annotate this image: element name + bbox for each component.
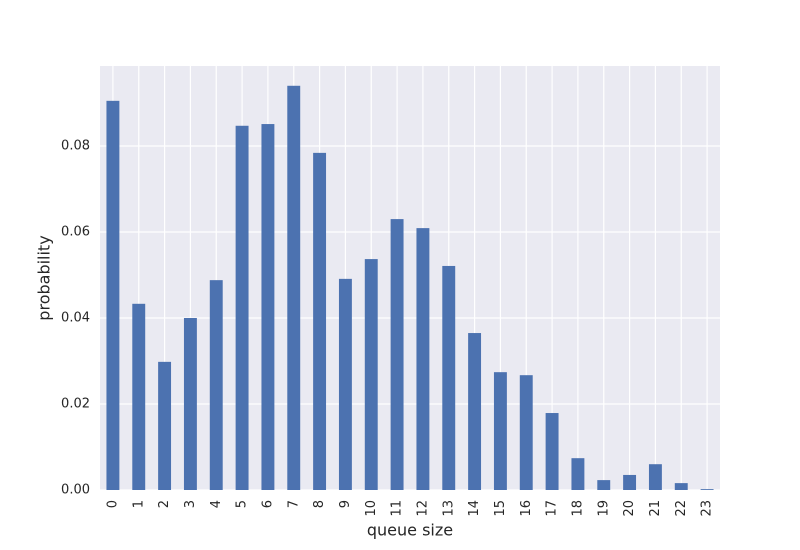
bar: [519, 375, 533, 490]
x-tick-label: 11: [390, 500, 405, 517]
bar: [183, 317, 197, 490]
bar: [493, 372, 507, 490]
x-axis-label: queue size: [367, 521, 453, 540]
bar: [674, 483, 688, 490]
bar: [700, 489, 714, 490]
x-tick-label: 17: [545, 500, 560, 517]
y-tick-label: 0.06: [61, 224, 90, 239]
x-tick-label: 14: [467, 500, 482, 517]
y-tick-label: 0.04: [61, 310, 90, 325]
bar: [261, 124, 275, 491]
bar: [338, 278, 352, 490]
bar: [623, 474, 637, 490]
x-tick-label: 12: [415, 500, 430, 517]
bar: [468, 333, 482, 490]
x-tick-label: 6: [260, 500, 275, 508]
bar: [597, 480, 611, 490]
x-tick-label: 16: [519, 500, 534, 517]
x-tick-label: 18: [570, 500, 585, 517]
bar: [132, 303, 146, 490]
plot-area: [100, 66, 720, 490]
y-tick-label: 0.08: [61, 138, 90, 153]
bar: [235, 125, 249, 490]
bar: [390, 219, 404, 490]
bar: [158, 361, 172, 490]
x-tick-label: 20: [622, 500, 637, 517]
x-tick-label: 0: [105, 500, 120, 508]
bar: [571, 458, 585, 490]
x-tick-label: 7: [286, 500, 301, 508]
bar: [364, 259, 378, 490]
x-tick-label: 3: [183, 500, 198, 508]
x-tick-label: 15: [493, 500, 508, 517]
x-tick-label: 8: [312, 500, 327, 508]
bar: [287, 85, 301, 490]
x-tick-label: 19: [596, 500, 611, 517]
x-tick-label: 2: [157, 500, 172, 508]
bar: [106, 100, 120, 491]
x-tick-label: 4: [209, 500, 224, 508]
bar: [313, 152, 327, 491]
x-tick-label: 23: [700, 500, 715, 517]
x-tick-label: 9: [338, 500, 353, 508]
bars: [106, 85, 714, 491]
x-tick-label: 22: [674, 500, 689, 517]
y-axis-label: probability: [35, 235, 54, 320]
x-tick-label: 21: [648, 500, 663, 517]
bar: [416, 228, 430, 490]
bar: [648, 464, 662, 490]
bar: [442, 265, 456, 490]
x-tick-label: 1: [131, 500, 146, 508]
y-tick-label: 0.00: [61, 483, 90, 498]
x-tick-label: 5: [235, 500, 250, 508]
y-tick-label: 0.02: [61, 396, 90, 411]
bar: [209, 280, 223, 490]
x-tick-label: 10: [364, 500, 379, 517]
bar: [545, 413, 559, 490]
x-tick-label: 13: [441, 500, 456, 517]
